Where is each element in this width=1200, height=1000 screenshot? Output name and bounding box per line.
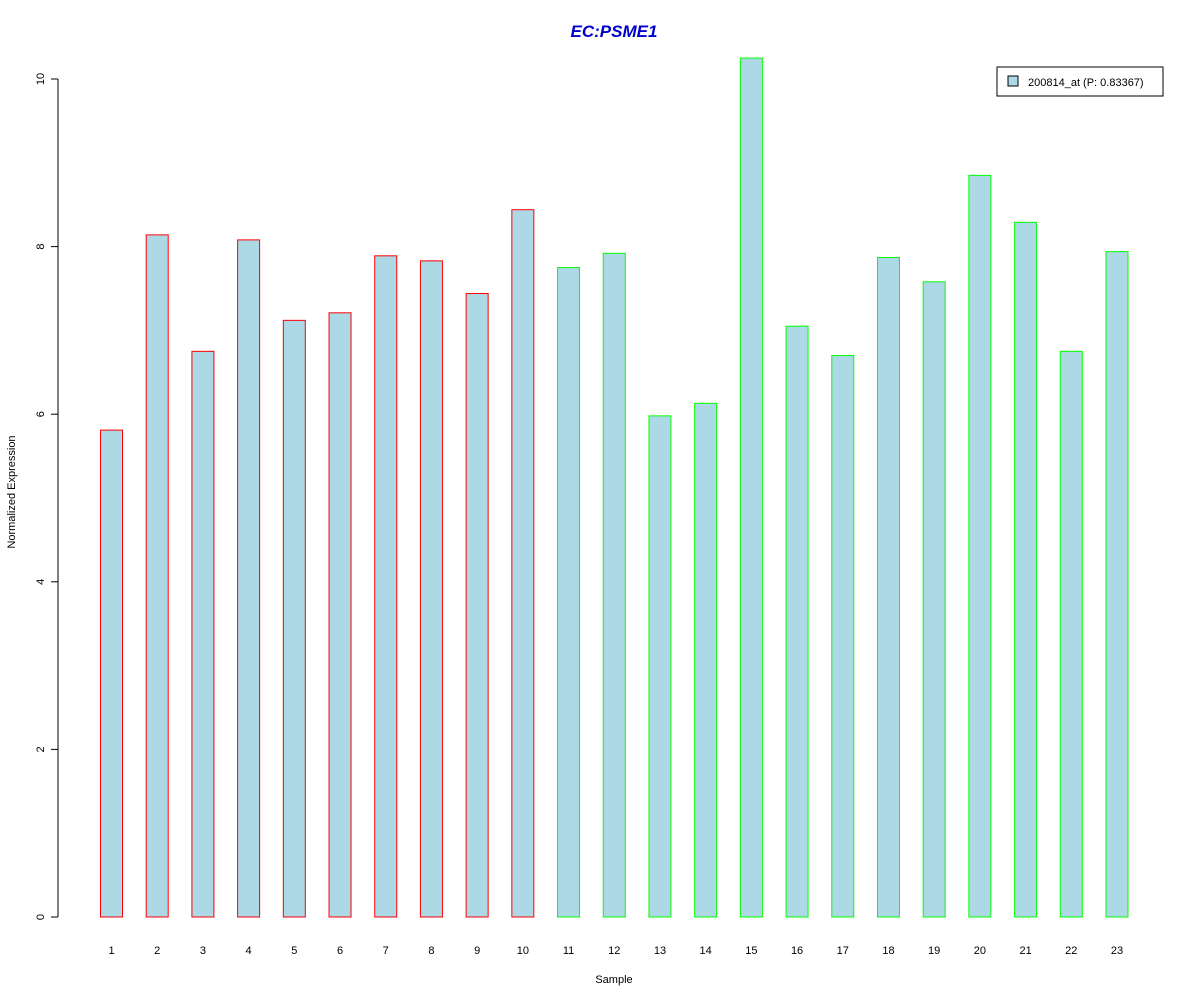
x-axis-tick-label: 11 bbox=[563, 945, 574, 957]
legend-swatch bbox=[1007, 75, 1019, 87]
x-axis-tick-label: 17 bbox=[837, 945, 849, 957]
bars bbox=[100, 57, 1129, 918]
y-axis-tick-label: 4 bbox=[35, 579, 47, 585]
x-axis-tick-label: 8 bbox=[428, 945, 434, 957]
y-axis-tick-label: 8 bbox=[35, 244, 47, 250]
bar-sample-10 bbox=[511, 209, 535, 918]
x-axis-tick-label: 10 bbox=[517, 945, 529, 957]
x-axis-tick-label: 22 bbox=[1065, 945, 1077, 957]
y-axis-tick-label: 0 bbox=[35, 914, 47, 920]
bar-sample-8 bbox=[419, 260, 443, 918]
x-axis-tick-label: 15 bbox=[745, 945, 757, 957]
y-axis-tick-label: 10 bbox=[35, 73, 47, 85]
x-axis-tick-label: 9 bbox=[474, 945, 480, 957]
bar-sample-13 bbox=[648, 415, 672, 918]
bar-sample-20 bbox=[968, 174, 992, 918]
legend-label: 200814_at (P: 0.83367) bbox=[1028, 77, 1144, 89]
bar-sample-9 bbox=[465, 293, 489, 918]
y-axis-tick-label: 6 bbox=[35, 411, 47, 417]
x-axis-tick-label: 20 bbox=[974, 945, 986, 957]
bar-sample-21 bbox=[1014, 221, 1038, 918]
bar-sample-4 bbox=[237, 239, 261, 918]
x-axis-tick-label: 14 bbox=[700, 945, 712, 957]
x-axis-tick-label: 21 bbox=[1019, 945, 1031, 957]
x-axis-tick-label: 13 bbox=[654, 945, 666, 957]
x-axis-tick-label: 5 bbox=[291, 945, 297, 957]
bar-sample-16 bbox=[785, 325, 809, 918]
x-axis-tick-label: 7 bbox=[383, 945, 389, 957]
bar-sample-2 bbox=[145, 234, 169, 918]
x-axis-tick-label: 12 bbox=[608, 945, 620, 957]
x-axis-tick-label: 6 bbox=[337, 945, 343, 957]
bar-sample-14 bbox=[694, 402, 718, 918]
bar-sample-18 bbox=[876, 256, 900, 918]
y-axis-tick-label: 2 bbox=[35, 746, 47, 752]
x-axis-tick-label: 23 bbox=[1111, 945, 1123, 957]
bar-sample-17 bbox=[831, 355, 855, 918]
bar-sample-23 bbox=[1105, 251, 1129, 918]
x-axis-tick-label: 4 bbox=[246, 945, 252, 957]
bar-sample-1 bbox=[100, 429, 123, 918]
legend-box bbox=[996, 66, 1164, 97]
x-axis-tick-label: 19 bbox=[928, 945, 940, 957]
x-axis-tick-label: 18 bbox=[882, 945, 894, 957]
bar-sample-19 bbox=[922, 281, 946, 918]
bar-sample-11 bbox=[557, 267, 581, 918]
bar-sample-6 bbox=[328, 312, 352, 918]
chart-title: EC:PSME1 bbox=[571, 22, 658, 41]
bar-sample-22 bbox=[1059, 350, 1083, 918]
x-axis-tick-label: 3 bbox=[200, 945, 206, 957]
bar-sample-15 bbox=[739, 57, 763, 918]
x-axis-label: Sample bbox=[595, 974, 632, 986]
y-axis-label: Normalized Expression bbox=[6, 435, 18, 548]
x-axis-tick-label: 1 bbox=[108, 945, 114, 957]
x-axis-tick-label: 16 bbox=[791, 945, 803, 957]
x-axis-tick-label: 2 bbox=[154, 945, 160, 957]
y-axis: 0 2 4 6 8 10 bbox=[35, 73, 59, 920]
bar-sample-3 bbox=[191, 350, 215, 918]
x-axis-tick-labels: 1 2 3 4 5 6 7 8 9 10 11 12 13 14 15 16 17 18 19 20 21 22 23 bbox=[108, 945, 1123, 957]
bar-sample-7 bbox=[374, 255, 398, 918]
bar-sample-5 bbox=[282, 319, 306, 918]
bar-sample-12 bbox=[602, 252, 626, 918]
legend: 200814_at (P: 0.83367) bbox=[996, 66, 1164, 97]
